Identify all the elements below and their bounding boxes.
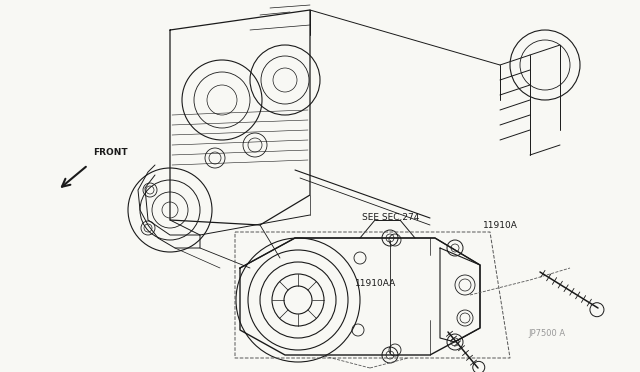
Text: SEE SEC.274: SEE SEC.274 — [362, 213, 419, 222]
Text: 11910AA: 11910AA — [355, 279, 396, 289]
Text: JP7500 A: JP7500 A — [528, 330, 565, 339]
Text: 11910A: 11910A — [483, 221, 518, 230]
Text: FRONT: FRONT — [93, 148, 127, 157]
